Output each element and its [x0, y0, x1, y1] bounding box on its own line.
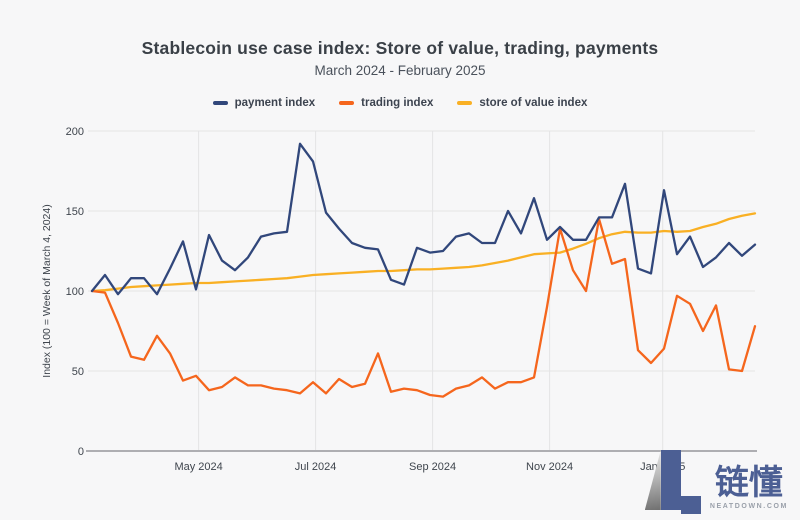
legend-item-payment-index[interactable]: payment index: [212, 97, 316, 109]
logo-text-column: 链懂 NEATDOWN.COM: [710, 466, 788, 514]
legend-item-label: store of value index: [479, 97, 588, 109]
neatdown-logo[interactable]: 链懂 NEATDOWN.COM: [644, 450, 788, 514]
logo-l-mark-icon: [644, 450, 701, 514]
legend: payment index trading index store of value…: [0, 97, 800, 109]
legend-item-store-of-value-index[interactable]: store of value index: [457, 97, 587, 109]
x-tick-label: Nov 2024: [526, 461, 573, 473]
series-line-trading-index: [90, 217, 757, 398]
legend-item-trading-index[interactable]: trading index: [339, 97, 433, 109]
logo-foot-shape: [680, 496, 701, 514]
series-line-payment-index: [90, 142, 757, 296]
chart-subtitle: March 2024 - February 2025: [314, 63, 486, 78]
y-tick-label: 50: [72, 366, 84, 378]
logo-cjk-name: 链懂: [714, 464, 783, 502]
logo-triangle-shape: [644, 450, 661, 510]
y-tick-label: 200: [66, 126, 84, 138]
x-tick-label: Sep 2024: [409, 461, 456, 473]
legend-item-label: payment index: [234, 97, 316, 109]
chart-title: Stablecoin use case index: Store of valu…: [141, 38, 659, 58]
y-tick-label: 150: [66, 206, 84, 218]
y-tick-label: 0: [78, 446, 84, 458]
x-tick-label: May 2024: [174, 461, 222, 473]
y-axis-title: Index (100 = Week of March 4, 2024): [41, 204, 53, 377]
legend-dash-icon: [339, 101, 355, 105]
logo-bar-shape: [660, 450, 681, 510]
legend-dash-icon: [457, 101, 473, 105]
legend-dash-icon: [212, 101, 228, 105]
series-line-store-of-value-index: [90, 212, 757, 293]
x-tick-label: Jul 2024: [295, 461, 337, 473]
y-tick-label: 100: [66, 286, 84, 298]
logo-domain-text: NEATDOWN.COM: [709, 503, 788, 510]
legend-item-label: trading index: [361, 97, 434, 109]
